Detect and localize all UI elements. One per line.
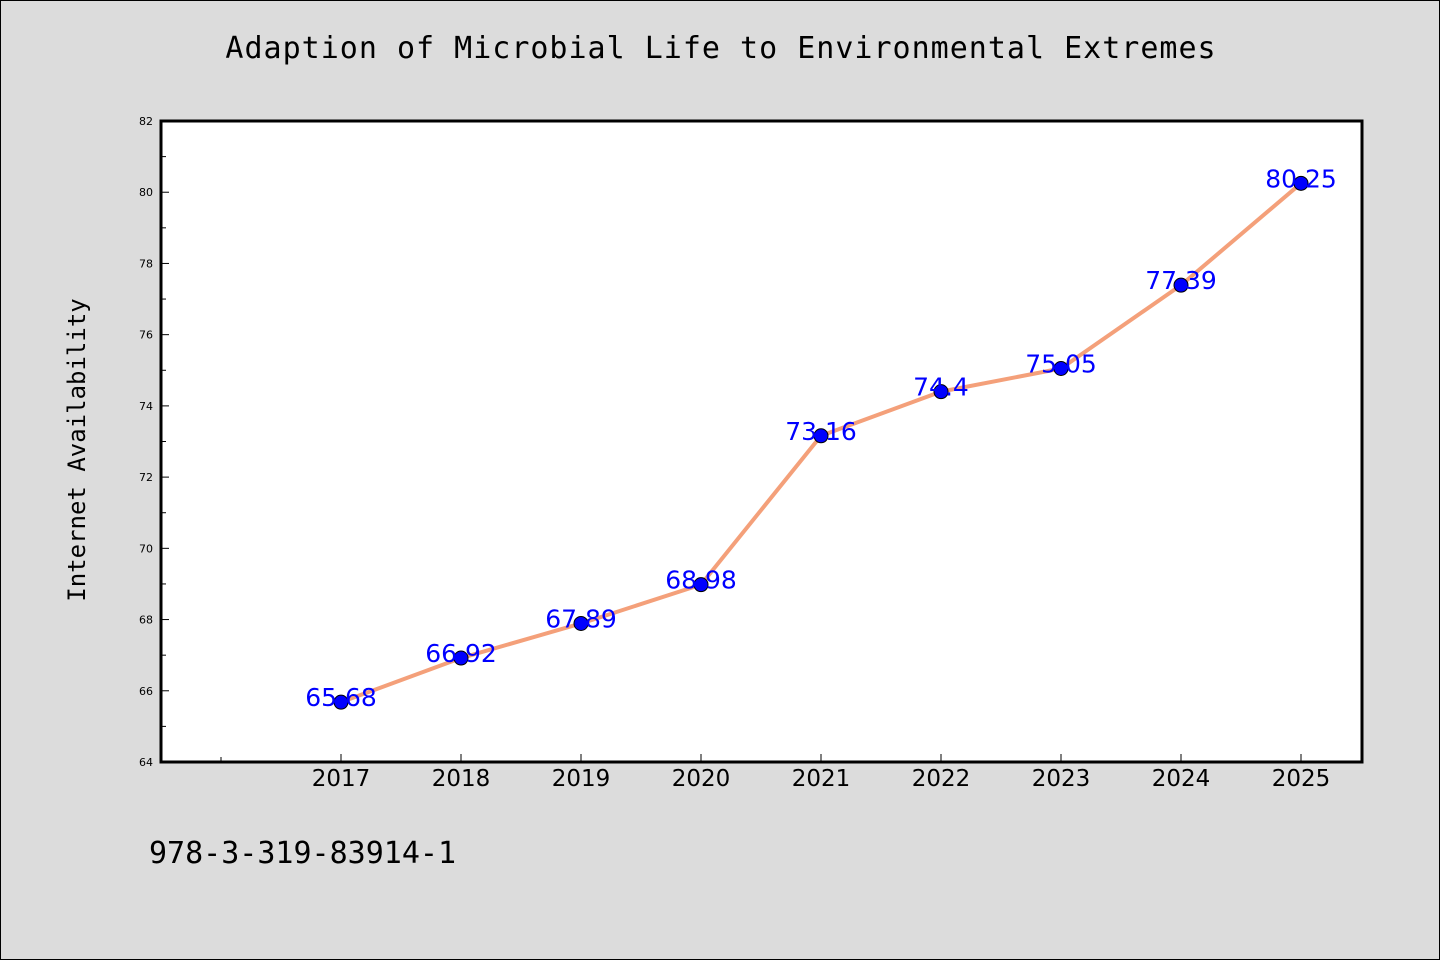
x-tick-label: 2017 [312, 766, 371, 792]
data-point-label: 74.4 [913, 373, 969, 402]
data-point-label: 80.25 [1265, 164, 1337, 193]
data-point-label: 75.05 [1025, 349, 1097, 378]
x-tick-label: 2023 [1032, 766, 1091, 792]
data-point-marker [333, 694, 349, 710]
data-point-marker [573, 615, 589, 631]
data-point-marker [1053, 360, 1069, 376]
data-point-label: 77.39 [1145, 266, 1217, 295]
plot-background [161, 121, 1362, 762]
y-tick-label: 74 [139, 400, 153, 413]
y-tick-label: 64 [139, 756, 153, 769]
data-point-marker [813, 428, 829, 444]
y-tick-label: 78 [139, 257, 153, 270]
data-point-marker [1173, 277, 1189, 293]
y-tick-label: 72 [139, 471, 153, 484]
plot-frame [159, 119, 1364, 764]
data-point-marker [693, 577, 709, 593]
data-point-label: 66.92 [425, 639, 497, 668]
y-tick-label: 80 [139, 186, 153, 199]
data-point-marker [453, 650, 469, 666]
x-tick-label: 2022 [912, 766, 971, 792]
data-point-marker [933, 384, 949, 400]
x-tick-label: 2024 [1152, 766, 1211, 792]
data-point-label: 67.89 [545, 604, 617, 633]
y-tick-label: 76 [139, 329, 153, 342]
chart-title: Adaption of Microbial Life to Environmen… [225, 31, 1217, 66]
x-tick-label: 2025 [1272, 766, 1331, 792]
ticks-layer: 64 66 68 70 72 74 76 78 80 82 2017 2018 2019 2020 2021… [139, 115, 1330, 792]
y-tick-label: 82 [139, 115, 153, 128]
label-layer: 65.68 66.92 67.89 68.98 73.16 74.4 75.05 77.39 8… [305, 164, 1337, 712]
x-tick-label: 2021 [792, 766, 851, 792]
y-tick-label: 70 [139, 542, 153, 555]
x-tick-label: 2020 [672, 766, 731, 792]
y-tick-label: 66 [139, 685, 153, 698]
y-tick-label: 68 [139, 614, 153, 627]
x-tick-label: 2019 [552, 766, 611, 792]
data-point-label: 65.68 [305, 683, 377, 712]
marker-layer [333, 175, 1309, 710]
isbn-text: 978-3-319-83914-1 [149, 836, 457, 871]
data-point-marker [1293, 175, 1309, 191]
x-tick-label: 2018 [432, 766, 491, 792]
data-point-label: 68.98 [665, 566, 737, 595]
data-point-label: 73.16 [785, 417, 857, 446]
